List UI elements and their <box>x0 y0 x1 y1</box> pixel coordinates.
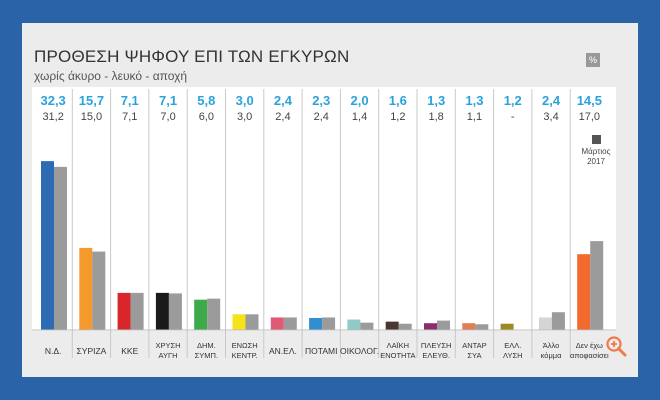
category-label: ΚΚΕ <box>121 346 138 356</box>
bar-previous <box>322 317 336 330</box>
chart-title: ΠΡΟΘΕΣΗ ΨΗΦΟΥ ΕΠΙ ΤΩΝ ΕΓΚΥΡΩΝ <box>34 47 350 66</box>
category-label: ΕΛΕΥΘ. <box>422 351 450 360</box>
value-label-previous: 15,0 <box>81 111 102 123</box>
value-label-previous: 7,1 <box>122 111 137 123</box>
category-label: ΛΥΣΗ <box>503 351 523 360</box>
bar-current <box>500 323 514 330</box>
value-label-previous: 6,0 <box>199 111 214 123</box>
bar-previous <box>475 324 489 330</box>
value-label-previous: 1,1 <box>467 111 482 123</box>
legend-label: Μάρτιος <box>582 147 611 156</box>
bar-previous <box>245 314 259 330</box>
bar-previous <box>54 166 67 330</box>
bar-previous <box>551 312 565 330</box>
bar-current <box>270 317 284 330</box>
bar-current <box>194 299 208 330</box>
value-label-previous: 3,0 <box>237 111 252 123</box>
category-label: ΚΕΝΤΡ. <box>232 351 258 360</box>
value-label-current: 1,3 <box>465 93 483 108</box>
bar-current <box>347 319 361 330</box>
value-label-previous: 1,4 <box>352 111 367 123</box>
category-label: κόμμα <box>541 351 562 360</box>
bar-previous <box>283 317 297 330</box>
value-label-current: 1,2 <box>504 93 522 108</box>
value-label-current: 1,3 <box>427 93 445 108</box>
category-label: ΛΑΪΚΗ <box>387 341 410 350</box>
bar-current <box>309 317 323 330</box>
category-label: ΑΥΓΗ <box>159 351 178 360</box>
category-label: ΕΝΟΤΗΤΑ <box>380 351 415 360</box>
chart-subtitle: χωρίς άκυρο - λευκό - αποχή <box>34 69 188 83</box>
bar-current <box>538 317 552 330</box>
category-label: ΠΛΕΥΣΗ <box>421 341 451 350</box>
legend-swatch <box>592 135 601 144</box>
category-label: ΔΗΜ. <box>197 341 216 350</box>
category-label: ΧΡΥΣΗ <box>156 341 181 350</box>
bar-current <box>462 323 476 330</box>
bar-previous <box>360 322 374 330</box>
value-label-previous: 2,4 <box>314 111 329 123</box>
value-label-previous: 1,8 <box>429 111 444 123</box>
bar-current <box>155 292 169 330</box>
bar-previous <box>398 323 412 330</box>
legend-label: 2017 <box>587 157 605 166</box>
category-label: ΑΝΤΑΡ <box>462 341 486 350</box>
value-label-previous: 7,0 <box>160 111 175 123</box>
bar-current <box>117 292 131 330</box>
value-label-current: 7,1 <box>159 93 177 108</box>
bar-previous <box>437 320 450 330</box>
bar-previous <box>92 251 106 330</box>
value-label-previous: 3,4 <box>543 111 558 123</box>
category-label: Ν.Δ. <box>45 346 62 356</box>
bar-current <box>232 314 246 330</box>
bar-previous <box>168 293 182 330</box>
value-label-previous: - <box>511 111 515 123</box>
value-label-previous: 1,2 <box>390 111 405 123</box>
zoom-in-icon[interactable] <box>605 335 627 357</box>
bar-previous <box>590 241 604 330</box>
value-label-previous: 2,4 <box>275 111 290 123</box>
value-label-current: 3,0 <box>236 93 254 108</box>
value-label-band <box>32 87 616 131</box>
category-label: Δεν έχω <box>576 341 603 350</box>
category-label: ΑΝ.ΕΛ. <box>269 346 297 356</box>
category-label: ΟΙΚΟΛΟΓ. <box>340 346 379 356</box>
value-label-current: 7,1 <box>121 93 139 108</box>
value-label-current: 2,4 <box>274 93 293 108</box>
chart-card: ΠΡΟΘΕΣΗ ΨΗΦΟΥ ΕΠΙ ΤΩΝ ΕΓΚΥΡΩΝ χωρίς άκυρ… <box>22 23 638 377</box>
value-label-current: 14,5 <box>577 93 602 108</box>
value-label-current: 2,3 <box>312 93 330 108</box>
value-label-current: 32,3 <box>40 93 65 108</box>
bar-chart: 32,3 31,2 Ν.Δ. 15,7 15,0 ΣΥΡΙΖΑ 7,1 7,1 ΚΚΕ 7,1 7,… <box>32 87 616 360</box>
bar-current <box>577 254 591 330</box>
bar-current <box>41 161 54 330</box>
value-label-previous: 31,2 <box>42 111 63 123</box>
value-label-current: 2,4 <box>542 93 561 108</box>
category-label: αποφασίσει <box>570 351 609 360</box>
category-label: ΕΝΩΣΗ <box>232 341 258 350</box>
bar-current <box>79 247 93 330</box>
category-label: ΕΛΛ. <box>504 341 521 350</box>
category-label: ΣΥΡΙΖΑ <box>77 346 107 356</box>
value-label-current: 2,0 <box>351 93 369 108</box>
category-label: Άλλο <box>543 341 560 350</box>
bar-current <box>385 321 399 330</box>
category-label: ΣΥΜΠ. <box>195 351 218 360</box>
value-label-current: 15,7 <box>79 93 104 108</box>
value-label-current: 1,6 <box>389 93 407 108</box>
percent-badge: % <box>586 53 600 67</box>
value-label-previous: 17,0 <box>579 111 600 123</box>
category-label: ΣΥΑ <box>467 351 481 360</box>
bar-previous <box>130 292 144 330</box>
value-label-current: 5,8 <box>197 93 215 108</box>
category-label: ΠΟΤΑΜΙ <box>305 346 337 356</box>
bar-previous <box>207 298 221 330</box>
bar-current <box>424 323 437 330</box>
